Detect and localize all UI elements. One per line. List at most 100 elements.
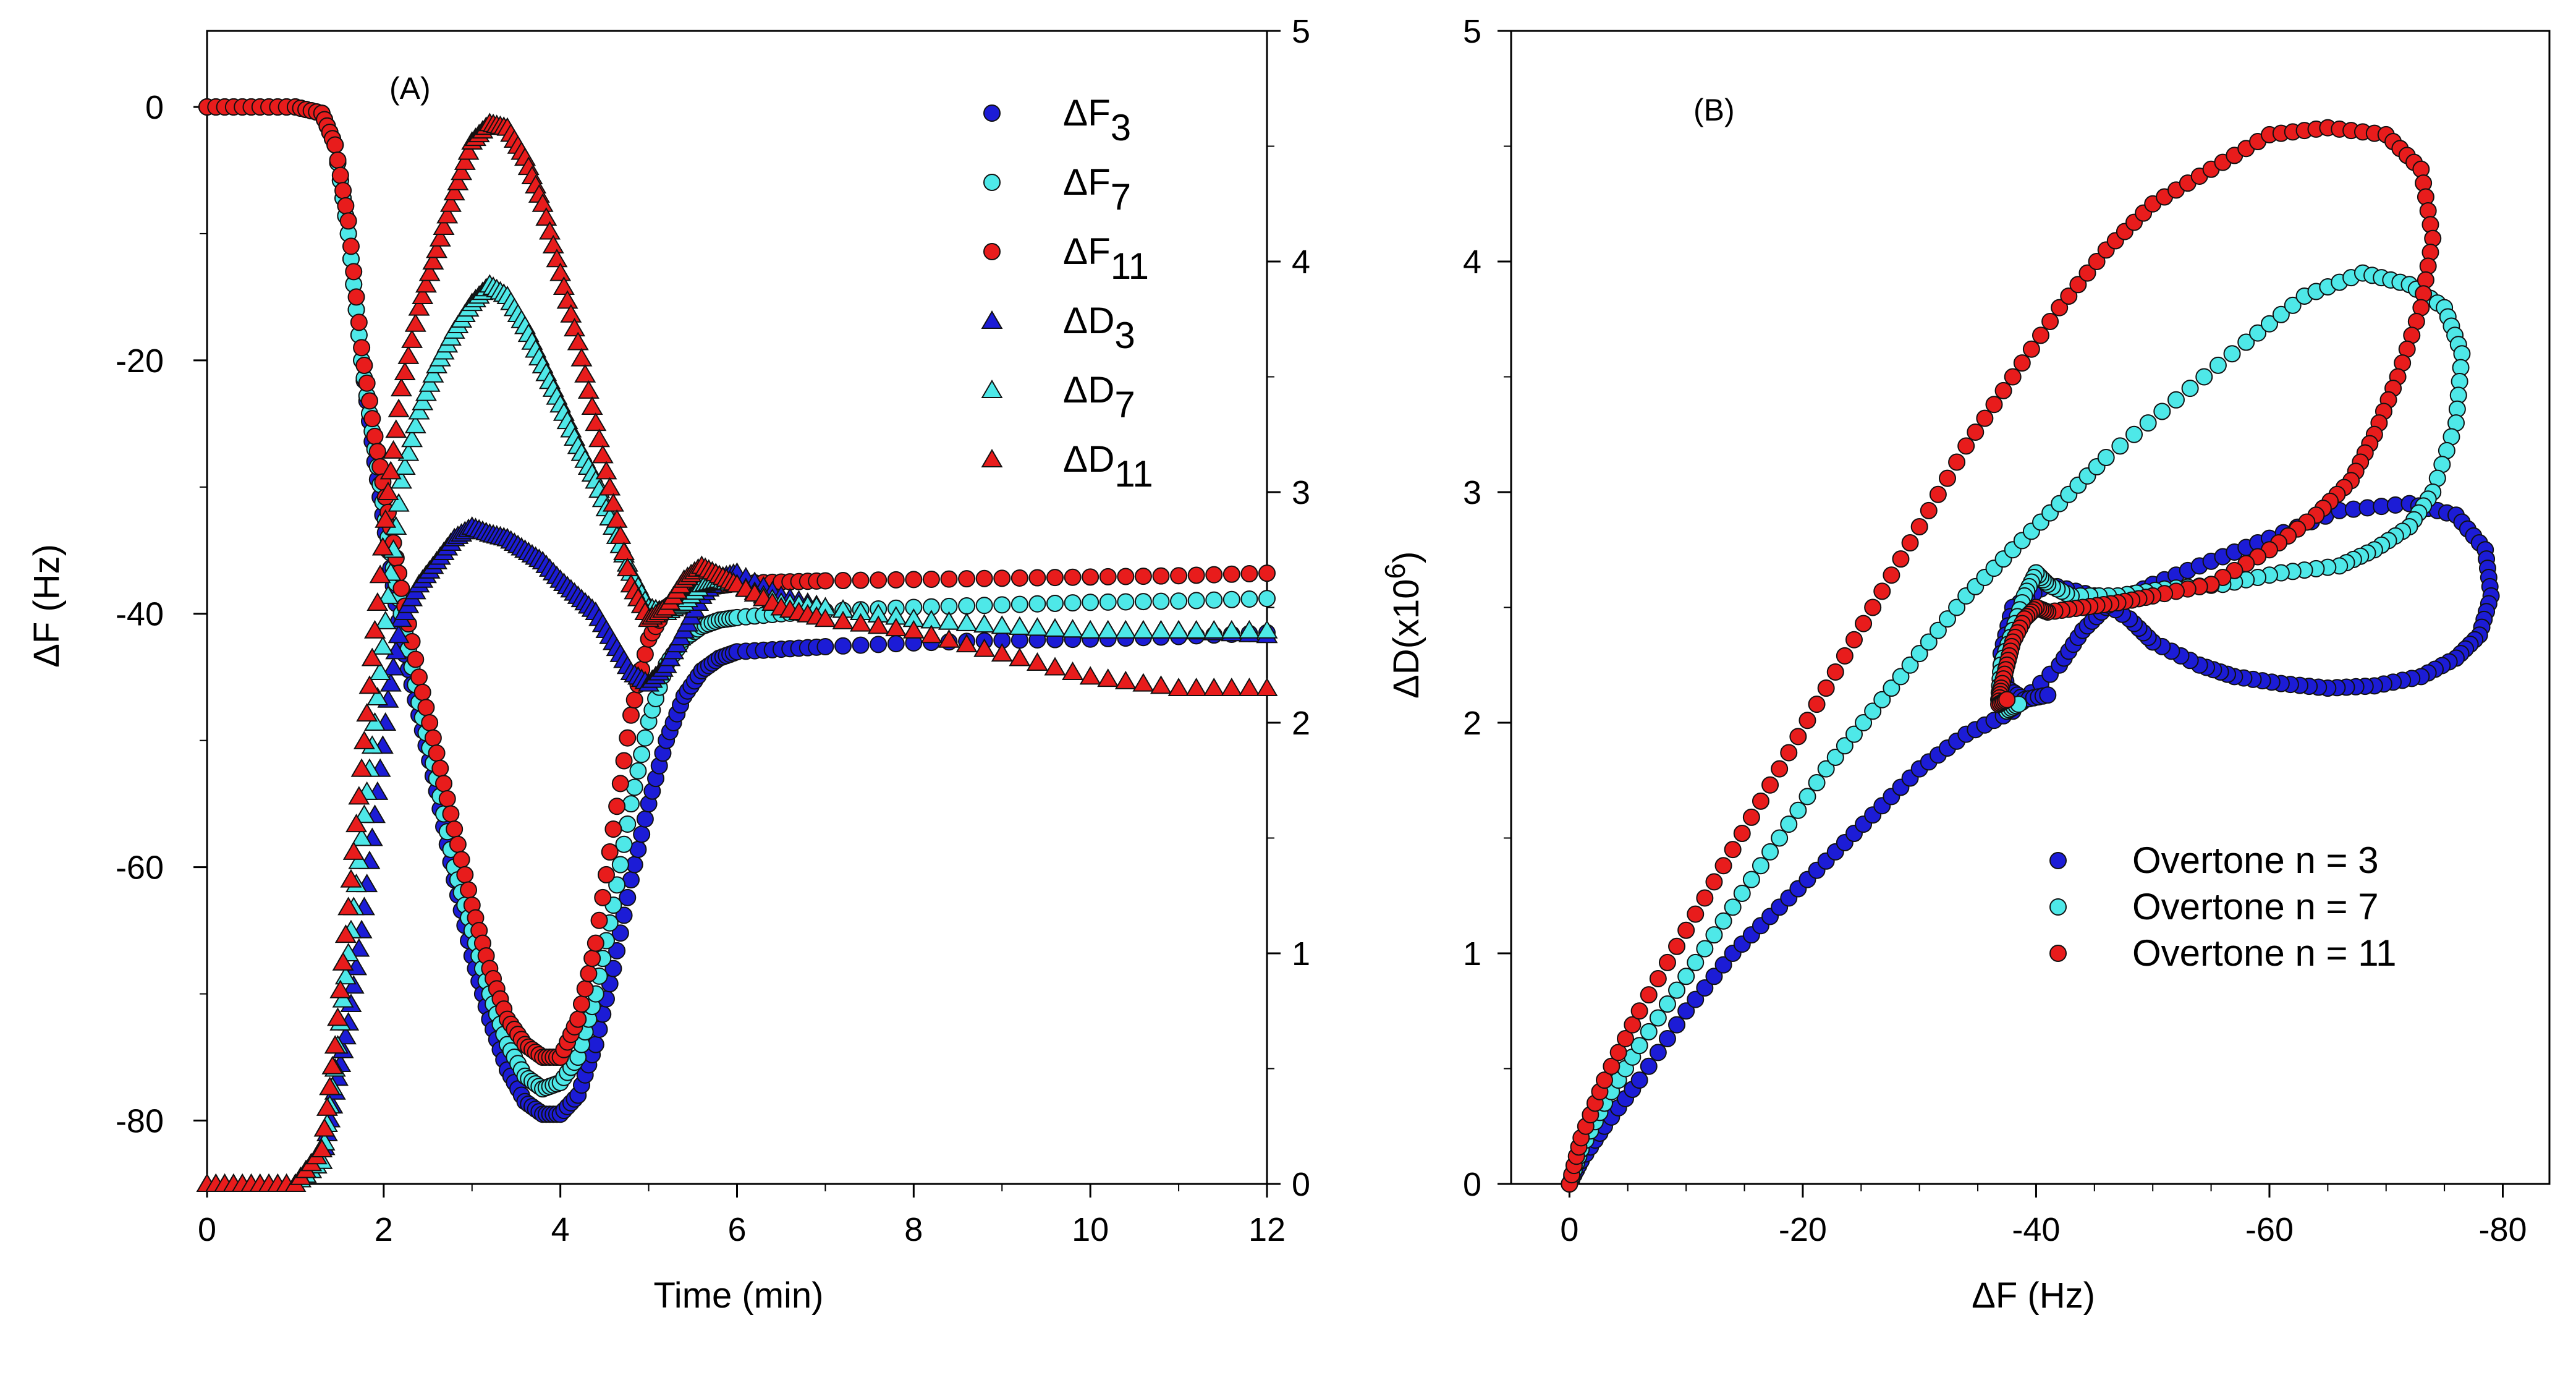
panel-a-data-point xyxy=(938,629,960,648)
panel-b-data-point xyxy=(1976,409,1994,427)
panel-b-data-point xyxy=(1771,760,1789,778)
panel-a-data-point xyxy=(339,212,357,230)
panel-a-data-point xyxy=(1064,594,1082,612)
panel-b-y-axis-title-exponent: 6 xyxy=(1379,563,1411,579)
panel-b-data-point xyxy=(1687,905,1705,923)
panel-b-data-point xyxy=(1603,1057,1621,1075)
panel-a-data-point xyxy=(1134,593,1152,611)
panel-b-data-point xyxy=(1668,981,1686,999)
panel-a-data-point xyxy=(390,378,412,397)
panel-b-data-point xyxy=(1845,631,1863,649)
panel-a-data-point xyxy=(852,636,870,654)
panel-a-x-axis-title: Time (min) xyxy=(654,1275,824,1316)
panel-a-data-point xyxy=(955,634,978,653)
panel-b-y-tick-label: 4 xyxy=(1463,244,1481,281)
panel-a-right-tick-label: 3 xyxy=(1292,474,1310,511)
panel-a-data-point xyxy=(1064,568,1082,586)
panel-a-data-point xyxy=(350,827,373,846)
panel-a-data-point xyxy=(361,647,383,666)
panel-a-data-point xyxy=(567,331,589,351)
panel-b-data-point xyxy=(1826,663,1844,681)
panel-a-legend-label-subscript: 7 xyxy=(1114,384,1135,425)
panel-a-data-point xyxy=(1062,619,1084,638)
panel-a-data-point xyxy=(902,619,925,639)
panel-b-data-point xyxy=(2097,449,2115,467)
panel-a-data-point xyxy=(1134,568,1152,585)
panel-a-data-point xyxy=(616,558,638,577)
panel-a-x-tick-label: 8 xyxy=(904,1211,923,1248)
panel-b-data-point xyxy=(1714,857,1732,875)
panel-b-x-tick-label: -20 xyxy=(1779,1211,1827,1248)
panel-b-data-point xyxy=(1994,381,2012,399)
panel-a-data-point xyxy=(379,461,402,480)
panel-a-data-point xyxy=(424,729,442,747)
panel-b-data-point xyxy=(1761,776,1779,794)
panel-b-label: (B) xyxy=(1693,93,1735,127)
panel-a-data-point xyxy=(608,942,626,960)
panel-a-data-point xyxy=(581,396,603,415)
panel-a-legend-label-subscript: 11 xyxy=(1114,453,1153,495)
panel-b-data-point xyxy=(1920,633,1938,651)
panel-a-right-tick-label: 5 xyxy=(1292,13,1310,50)
panel-a-data-point xyxy=(345,814,368,833)
panel-a-data-point xyxy=(867,615,889,634)
panel-a-data-point xyxy=(394,362,416,381)
panel-b-data-point xyxy=(1780,815,1798,833)
panel-b-data-point xyxy=(1752,792,1769,810)
panel-b-data-point xyxy=(1929,485,1947,503)
panel-a-data-point xyxy=(1026,652,1048,671)
panel-a-data-point xyxy=(435,775,453,793)
panel-b-data-point xyxy=(2022,340,2040,358)
panel-a-data-point xyxy=(1256,678,1278,697)
panel-a-data-point xyxy=(422,364,444,383)
panel-b-x-tick-label: 0 xyxy=(1560,1211,1578,1248)
panel-a-data-point xyxy=(319,1076,341,1096)
panel-b-data-point xyxy=(2111,437,2129,455)
panel-b-data-point xyxy=(1696,979,1714,997)
panel-a-data-point xyxy=(347,288,365,306)
panel-b-data-point xyxy=(1901,534,1919,552)
panel-a-legend-marker xyxy=(983,174,1001,191)
panel-a-data-point xyxy=(1082,568,1099,586)
panel-a-data-point xyxy=(369,661,391,680)
panel-a-data-point xyxy=(446,820,464,838)
panel-a-data-point xyxy=(1187,566,1205,584)
panel-b-data-point xyxy=(1910,517,1928,535)
panel-a-data-point xyxy=(415,274,437,293)
panel-b-legend-label: Overtone n = 7 xyxy=(2132,886,2379,927)
panel-a-data-point xyxy=(569,1010,587,1028)
panel-b-data-point xyxy=(1938,469,1956,487)
panel-a-data-point xyxy=(375,509,397,528)
panel-a-data-point xyxy=(615,906,633,924)
panel-a-data-point xyxy=(350,758,373,777)
panel-a-data-point xyxy=(404,414,426,433)
panel-a-data-point xyxy=(1097,668,1119,687)
panel-a-x-tick-label: 0 xyxy=(198,1211,216,1248)
panel-b-data-point xyxy=(1714,956,1732,974)
panel-b-data-point xyxy=(1817,679,1835,697)
panel-a-data-point xyxy=(1082,594,1099,611)
panel-a-data-point xyxy=(345,263,363,281)
panel-a-data-point xyxy=(369,564,391,584)
panel-a-data-point xyxy=(1152,567,1170,585)
panel-b-legend-marker xyxy=(2049,945,2067,962)
panel-a-legend-marker xyxy=(981,380,1003,398)
panel-a-data-point xyxy=(329,979,352,998)
panel-b-data-point xyxy=(1799,788,1816,806)
panel-b-y-axis-title: ΔD(x106) xyxy=(1379,551,1426,699)
panel-a-x-tick-label: 10 xyxy=(1072,1211,1109,1248)
panel-a-data-point xyxy=(421,714,439,731)
panel-b-data-point xyxy=(1724,841,1742,859)
panel-a-data-point xyxy=(576,980,594,998)
panel-a-data-point xyxy=(348,850,370,869)
panel-a-data-point xyxy=(1170,592,1188,610)
panel-a-data-point xyxy=(922,571,940,589)
panel-b-data-point xyxy=(2195,368,2213,386)
panel-a-data-point xyxy=(564,318,586,337)
panel-a-data-point xyxy=(1046,569,1064,587)
panel-b-data-point xyxy=(1864,702,1882,720)
panel-a-data-point xyxy=(366,686,389,705)
panel-a-legend-label-subscript: 11 xyxy=(1111,245,1149,287)
panel-a-data-point xyxy=(905,571,923,589)
panel-a-data-point xyxy=(958,597,976,615)
